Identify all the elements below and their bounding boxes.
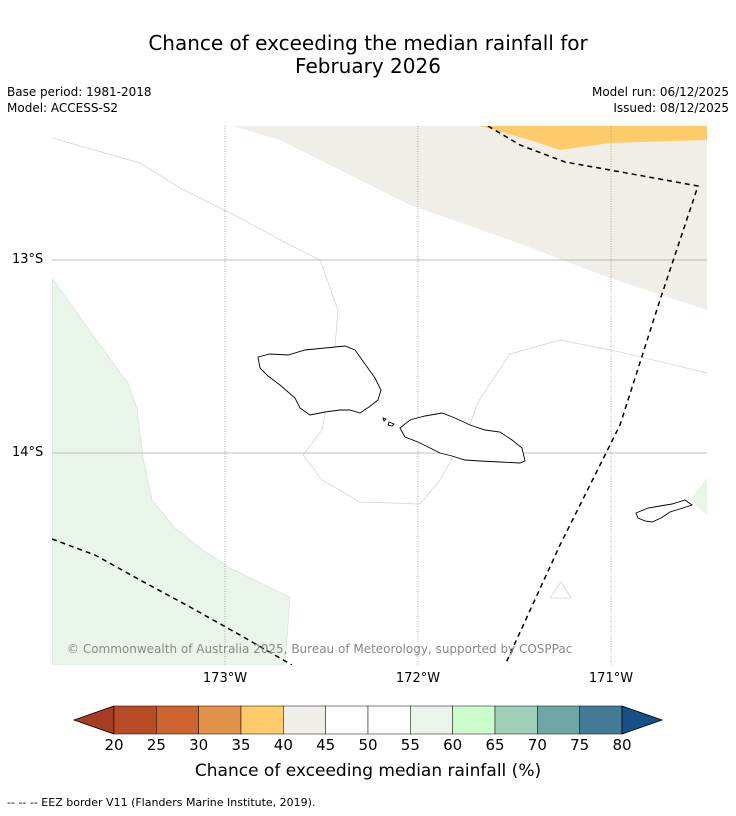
savaii-island bbox=[257, 345, 382, 416]
colorbar-cells bbox=[72, 705, 664, 735]
map-title-line2: February 2026 bbox=[295, 54, 441, 78]
colorbar-tick-20: 20 bbox=[104, 736, 124, 754]
lat-label-14s: 14°S bbox=[12, 445, 44, 460]
lon-label-172w: 172°W bbox=[395, 671, 441, 686]
colorbar-cell-45-50 bbox=[325, 705, 369, 735]
copyright-credit: © Commonwealth of Australia 2025, Bureau… bbox=[67, 642, 573, 656]
model-run-text: Model run: 06/12/2025 bbox=[591, 85, 729, 99]
colorbar-tick-55: 55 bbox=[400, 736, 420, 754]
map-title-line1: Chance of exceeding the median rainfall … bbox=[148, 31, 588, 55]
region-40-45 bbox=[233, 126, 707, 310]
small-islet-1 bbox=[387, 421, 395, 427]
colorbar-cell-20-25 bbox=[113, 705, 157, 735]
colorbar-cell-65-70 bbox=[494, 705, 538, 735]
colorbar-tick-80: 80 bbox=[612, 736, 632, 754]
meta-left: Base period: 1981-2018 Model: ACCESS-S2 bbox=[7, 84, 152, 116]
lon-label-173w: 173°W bbox=[202, 671, 248, 686]
colorbar-cell-60-65 bbox=[452, 705, 496, 735]
base-period-text: Base period: 1981-2018 bbox=[7, 85, 152, 99]
islands bbox=[257, 345, 693, 523]
model-text: Model: ACCESS-S2 bbox=[7, 101, 119, 115]
upolu-island bbox=[399, 412, 526, 464]
colorbar-cell-35-40 bbox=[240, 705, 284, 735]
colorbar-tick-65: 65 bbox=[485, 736, 505, 754]
region-55-60-west bbox=[52, 277, 291, 665]
issued-text: Issued: 08/12/2025 bbox=[613, 101, 729, 115]
region-35-40 bbox=[480, 126, 707, 150]
colorbar-tick-50: 50 bbox=[358, 736, 378, 754]
colorbar-tick-30: 30 bbox=[189, 736, 209, 754]
eez-border bbox=[52, 126, 699, 665]
colorbar-cell-55-60 bbox=[410, 705, 453, 735]
colorbar-tick-25: 25 bbox=[146, 736, 166, 754]
colorbar-tick-35: 35 bbox=[231, 736, 251, 754]
colorbar-cell-70-75 bbox=[537, 705, 580, 735]
map-content bbox=[52, 126, 707, 665]
colorbar-cell-75-80 bbox=[579, 705, 623, 735]
colorbar-label: Chance of exceeding median rainfall (%) bbox=[194, 761, 542, 781]
colorbar-extend-low bbox=[72, 705, 115, 735]
colorbar-cell-40-45 bbox=[283, 705, 326, 735]
colorbar-extend-high bbox=[621, 705, 664, 735]
tutuila-island bbox=[635, 499, 693, 523]
lat-label-13s: 13°S bbox=[12, 252, 44, 267]
colorbar-cell-30-35 bbox=[198, 705, 242, 735]
eez-footnote: -- -- -- EEZ border V11 (Flanders Marine… bbox=[7, 796, 316, 809]
rainfall-map bbox=[52, 126, 707, 665]
colorbar bbox=[72, 705, 664, 735]
colorbar-tick-40: 40 bbox=[273, 736, 293, 754]
colorbar-tick-45: 45 bbox=[316, 736, 336, 754]
lon-label-171w: 171°W bbox=[588, 671, 634, 686]
colorbar-cell-25-30 bbox=[156, 705, 199, 735]
colorbar-tick-60: 60 bbox=[443, 736, 463, 754]
contour-lines bbox=[52, 137, 707, 599]
meta-right: Model run: 06/12/2025 Issued: 08/12/2025 bbox=[592, 84, 729, 116]
small-islet-2 bbox=[382, 417, 387, 422]
region-55-60-east bbox=[690, 478, 707, 515]
colorbar-tick-75: 75 bbox=[570, 736, 590, 754]
colorbar-cell-50-55 bbox=[367, 705, 411, 735]
graticule bbox=[52, 126, 707, 665]
colorbar-tick-70: 70 bbox=[527, 736, 547, 754]
